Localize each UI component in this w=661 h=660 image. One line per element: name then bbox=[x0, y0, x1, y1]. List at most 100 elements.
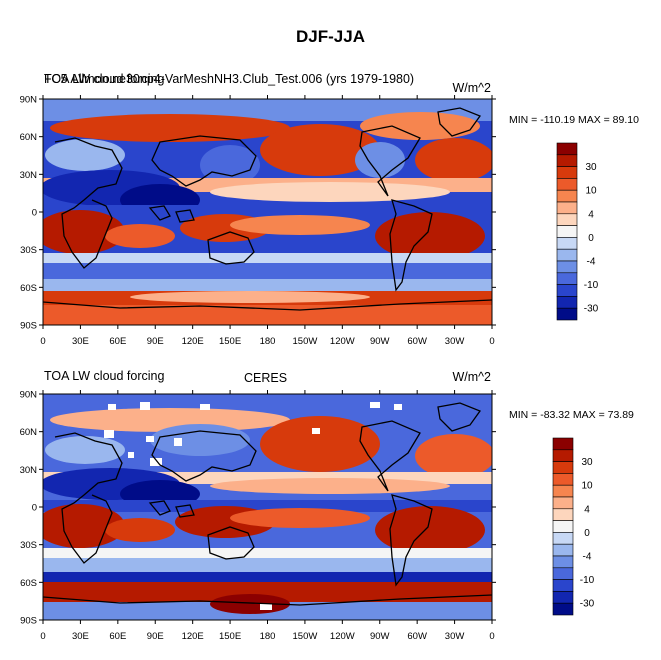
colorbar-swatch bbox=[552, 437, 574, 451]
figure-title: DJF-JJA bbox=[296, 27, 365, 46]
lon-label: 60W bbox=[407, 631, 427, 642]
colorbar-swatch bbox=[552, 461, 574, 474]
colorbar-swatch bbox=[556, 237, 578, 250]
lat-label-60s: 60S bbox=[20, 283, 37, 294]
colorbar-swatch bbox=[552, 508, 574, 521]
colorbar-label: 0 bbox=[588, 233, 594, 244]
colorbar-swatch bbox=[552, 520, 574, 533]
colorbar-label: -30 bbox=[580, 599, 595, 610]
lon-label: 30W bbox=[445, 631, 465, 642]
lat-label-0: 0 bbox=[32, 503, 37, 514]
lon-label: 60E bbox=[109, 631, 126, 642]
colorbar-label: -10 bbox=[580, 575, 595, 586]
lat-label-0: 0 bbox=[32, 208, 37, 219]
colorbar-label: -10 bbox=[584, 280, 599, 291]
colorbar-label: 0 bbox=[584, 528, 590, 539]
lon-label: 0 bbox=[40, 631, 45, 642]
lon-label: 120W bbox=[330, 631, 355, 642]
lon-label: 90W bbox=[370, 631, 390, 642]
lon-label: 150W bbox=[293, 631, 318, 642]
panel-1-title-line-2: FC5 Allmon.ne30np4-VarMeshNH3.Club_Test.… bbox=[44, 72, 415, 86]
panel-1-units: W/m^2 bbox=[452, 81, 491, 95]
lat-label-30s: 30S bbox=[20, 245, 37, 256]
colorbar-swatch bbox=[552, 543, 574, 557]
colorbar-swatch bbox=[552, 567, 574, 580]
colorbar-swatch bbox=[552, 602, 574, 616]
panel-2-center-title: CERES bbox=[244, 371, 288, 385]
colorbar-swatch bbox=[556, 166, 578, 179]
colorbar-label: 30 bbox=[581, 457, 593, 468]
colorbar-swatch bbox=[556, 178, 578, 191]
lon-label: 120E bbox=[182, 336, 204, 347]
colorbar-swatch bbox=[556, 248, 578, 262]
colorbar-swatch bbox=[552, 555, 574, 569]
colorbar-swatch bbox=[556, 284, 578, 297]
lat-label-60n: 60N bbox=[20, 132, 38, 143]
colorbar-swatch bbox=[556, 201, 578, 215]
panel-2-colorbar: 30 10 4 0 -4 -10 -30 bbox=[552, 437, 595, 616]
colorbar-swatch bbox=[556, 213, 578, 226]
lat-label-90s: 90S bbox=[20, 321, 37, 332]
colorbar-swatch bbox=[552, 496, 574, 510]
colorbar-swatch bbox=[552, 484, 574, 498]
colorbar-swatch bbox=[556, 154, 578, 167]
colorbar-swatch bbox=[552, 591, 574, 604]
colorbar-swatch bbox=[556, 189, 578, 203]
colorbar-label: -30 bbox=[584, 304, 599, 315]
panel-1-colorbar: 30 10 4 0 -4 -10 -30 bbox=[556, 142, 599, 321]
lon-label: 150E bbox=[219, 631, 241, 642]
lat-label-90n: 90N bbox=[20, 390, 38, 401]
colorbar-swatch bbox=[552, 473, 574, 486]
colorbar-label: 10 bbox=[581, 481, 593, 492]
colorbar-swatch bbox=[556, 225, 578, 238]
panel-2-units: W/m^2 bbox=[452, 370, 491, 384]
colorbar-swatch bbox=[556, 307, 578, 321]
colorbar-label: -4 bbox=[587, 257, 596, 268]
lon-label: 120E bbox=[182, 631, 204, 642]
colorbar-label: 4 bbox=[588, 209, 594, 220]
panel-2-minmax: MIN = -83.32 MAX = 73.89 bbox=[509, 409, 634, 421]
colorbar-swatch bbox=[556, 296, 578, 309]
lon-label: 90W bbox=[370, 336, 390, 347]
lon-label: 0 bbox=[489, 336, 494, 347]
colorbar-swatch bbox=[556, 142, 578, 156]
lat-label-30n: 30N bbox=[20, 170, 38, 181]
lat-label-90s: 90S bbox=[20, 616, 37, 627]
colorbar-label: 10 bbox=[585, 186, 597, 197]
panel-1-minmax: MIN = -110.19 MAX = 89.10 bbox=[509, 114, 639, 126]
lon-label: 30W bbox=[445, 336, 465, 347]
lat-label-30s: 30S bbox=[20, 540, 37, 551]
colorbar-label: -4 bbox=[583, 552, 592, 563]
lon-label: 150W bbox=[293, 336, 318, 347]
colorbar-swatch bbox=[552, 532, 574, 545]
lon-label: 180 bbox=[260, 631, 276, 642]
lon-label: 120W bbox=[330, 336, 355, 347]
lon-label: 30E bbox=[72, 631, 89, 642]
colorbar-label: 30 bbox=[585, 162, 597, 173]
lon-label: 30E bbox=[72, 336, 89, 347]
colorbar-swatch bbox=[556, 272, 578, 285]
panel-2-title: TOA LW cloud forcing bbox=[44, 369, 165, 383]
lon-label: 90E bbox=[147, 336, 164, 347]
lon-label: 180 bbox=[260, 336, 276, 347]
panel-1-title-line-1: TOA LW cloud forcing bbox=[44, 72, 165, 86]
lon-label: 150E bbox=[219, 336, 241, 347]
lat-label-30n: 30N bbox=[20, 465, 38, 476]
lat-label-90n: 90N bbox=[20, 95, 38, 106]
colorbar-swatch bbox=[552, 449, 574, 462]
lat-label-60s: 60S bbox=[20, 578, 37, 589]
colorbar-swatch bbox=[552, 579, 574, 592]
lon-label: 0 bbox=[489, 631, 494, 642]
lon-label: 60E bbox=[109, 336, 126, 347]
lon-label: 60W bbox=[407, 336, 427, 347]
lon-label: 90E bbox=[147, 631, 164, 642]
lat-label-60n: 60N bbox=[20, 427, 38, 438]
colorbar-label: 4 bbox=[584, 504, 590, 515]
lon-label: 0 bbox=[40, 336, 45, 347]
colorbar-swatch bbox=[556, 260, 578, 274]
